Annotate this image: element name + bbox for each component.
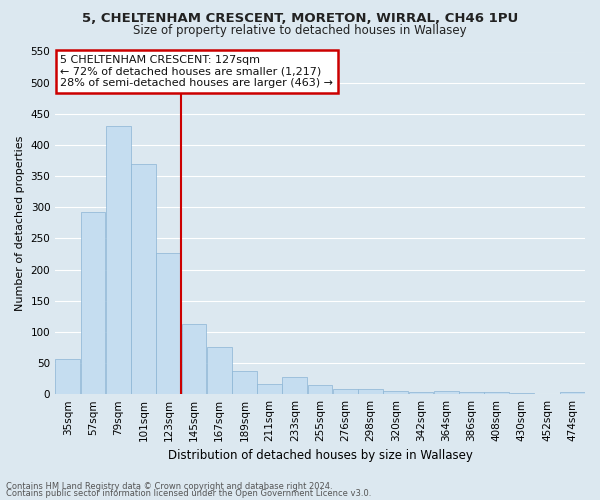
Bar (257, 384, 282, 394)
Bar (484, 392, 509, 394)
Bar (157, 254, 181, 394)
Bar (358, 389, 383, 394)
Bar (383, 391, 408, 394)
Bar (207, 347, 232, 394)
Bar (560, 392, 585, 394)
Bar (333, 388, 358, 394)
Bar (509, 393, 534, 394)
Bar (283, 376, 307, 394)
Bar (409, 392, 433, 394)
X-axis label: Distribution of detached houses by size in Wallasey: Distribution of detached houses by size … (167, 450, 473, 462)
Bar (106, 126, 131, 394)
Bar (434, 391, 458, 394)
Text: 5 CHELTENHAM CRESCENT: 127sqm
← 72% of detached houses are smaller (1,217)
28% o: 5 CHELTENHAM CRESCENT: 127sqm ← 72% of d… (61, 55, 334, 88)
Bar (182, 324, 206, 394)
Bar (232, 370, 257, 394)
Text: Size of property relative to detached houses in Wallasey: Size of property relative to detached ho… (133, 24, 467, 37)
Bar (131, 164, 156, 394)
Bar (55, 358, 80, 394)
Text: Contains HM Land Registry data © Crown copyright and database right 2024.: Contains HM Land Registry data © Crown c… (6, 482, 332, 491)
Bar (459, 392, 484, 394)
Text: 5, CHELTENHAM CRESCENT, MORETON, WIRRAL, CH46 1PU: 5, CHELTENHAM CRESCENT, MORETON, WIRRAL,… (82, 12, 518, 24)
Y-axis label: Number of detached properties: Number of detached properties (15, 135, 25, 310)
Bar (80, 212, 106, 394)
Bar (308, 386, 332, 394)
Text: Contains public sector information licensed under the Open Government Licence v3: Contains public sector information licen… (6, 489, 371, 498)
